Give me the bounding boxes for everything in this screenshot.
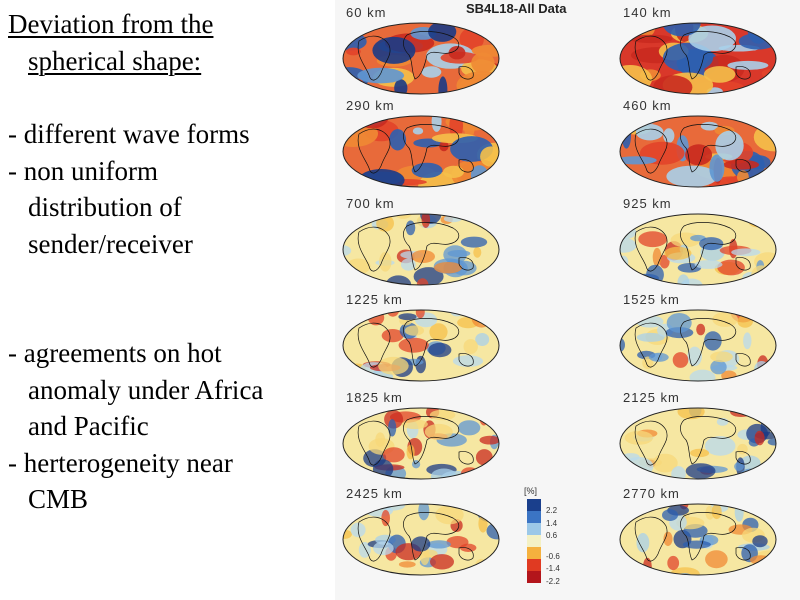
title-line-1: Deviation from the — [8, 9, 214, 39]
color-scale-bar — [527, 499, 541, 583]
bullet-cmb: CMB — [28, 484, 89, 514]
depth-map — [619, 213, 777, 286]
color-scale-tick: -2.2 — [546, 576, 560, 586]
depth-map — [342, 503, 500, 576]
color-scale-swatch — [527, 511, 541, 524]
color-scale-tick: -1.4 — [546, 564, 560, 573]
bullet-hot-anomaly: - agreements on hot — [8, 338, 222, 368]
bullet-distribution: distribution of — [28, 192, 182, 222]
map-depth-label: 460 km — [623, 98, 672, 113]
color-scale: [%] 2.2 1.4 0.6 -0.6 -1.4 -2.2 — [524, 486, 594, 586]
slide-text: Deviation from the spherical shape: - di… — [8, 6, 328, 518]
map-depth-label: 60 km — [346, 5, 387, 20]
bullet-sender-receiver: sender/receiver — [28, 228, 193, 259]
map-depth-label: 290 km — [346, 98, 395, 113]
depth-map — [342, 213, 500, 286]
figure-title: SB4L18-All Data — [466, 1, 567, 16]
map-depth-label: 2125 km — [623, 390, 680, 405]
depth-map — [619, 309, 777, 382]
color-scale-swatch — [527, 535, 541, 548]
color-scale-swatch — [527, 571, 541, 583]
map-depth-label: 2425 km — [346, 486, 403, 501]
map-depth-label: 140 km — [623, 5, 672, 20]
bullet-pacific: and Pacific — [28, 411, 149, 441]
depth-map — [619, 503, 777, 576]
bullet-africa: anomaly under Africa — [28, 374, 264, 405]
bullet-non-uniform: - non uniform — [8, 155, 158, 186]
color-scale-tick: 1.4 — [546, 518, 558, 528]
map-depth-label: 700 km — [346, 196, 395, 211]
color-scale-unit: [%] — [524, 486, 538, 496]
title-line-2: spherical shape: — [28, 45, 202, 76]
depth-map — [342, 115, 500, 188]
map-depth-label: 2770 km — [623, 486, 680, 501]
tomography-figure: SB4L18-All Data 60 km 140 km 290 km 460 km 7… — [335, 0, 800, 600]
map-depth-label: 1225 km — [346, 292, 403, 307]
color-scale-swatch — [527, 523, 541, 536]
color-scale-swatch — [527, 499, 541, 512]
depth-map — [619, 22, 777, 95]
map-depth-label: 925 km — [623, 196, 672, 211]
bullet-wave-forms: - different wave forms — [8, 119, 250, 149]
map-depth-label: 1525 km — [623, 292, 680, 307]
color-scale-tick: 2.2 — [546, 506, 558, 515]
map-depth-label: 1825 km — [346, 390, 403, 405]
depth-map — [619, 407, 777, 480]
depth-map — [342, 309, 500, 382]
depth-map — [342, 22, 500, 95]
color-scale-tick: -0.6 — [546, 551, 560, 561]
color-scale-swatch — [527, 547, 541, 560]
depth-map — [619, 115, 777, 188]
depth-map — [342, 407, 500, 480]
bullet-heterogeneity: - herterogeneity near — [8, 447, 233, 478]
color-scale-swatch — [527, 559, 541, 572]
color-scale-tick: 0.6 — [546, 531, 558, 540]
